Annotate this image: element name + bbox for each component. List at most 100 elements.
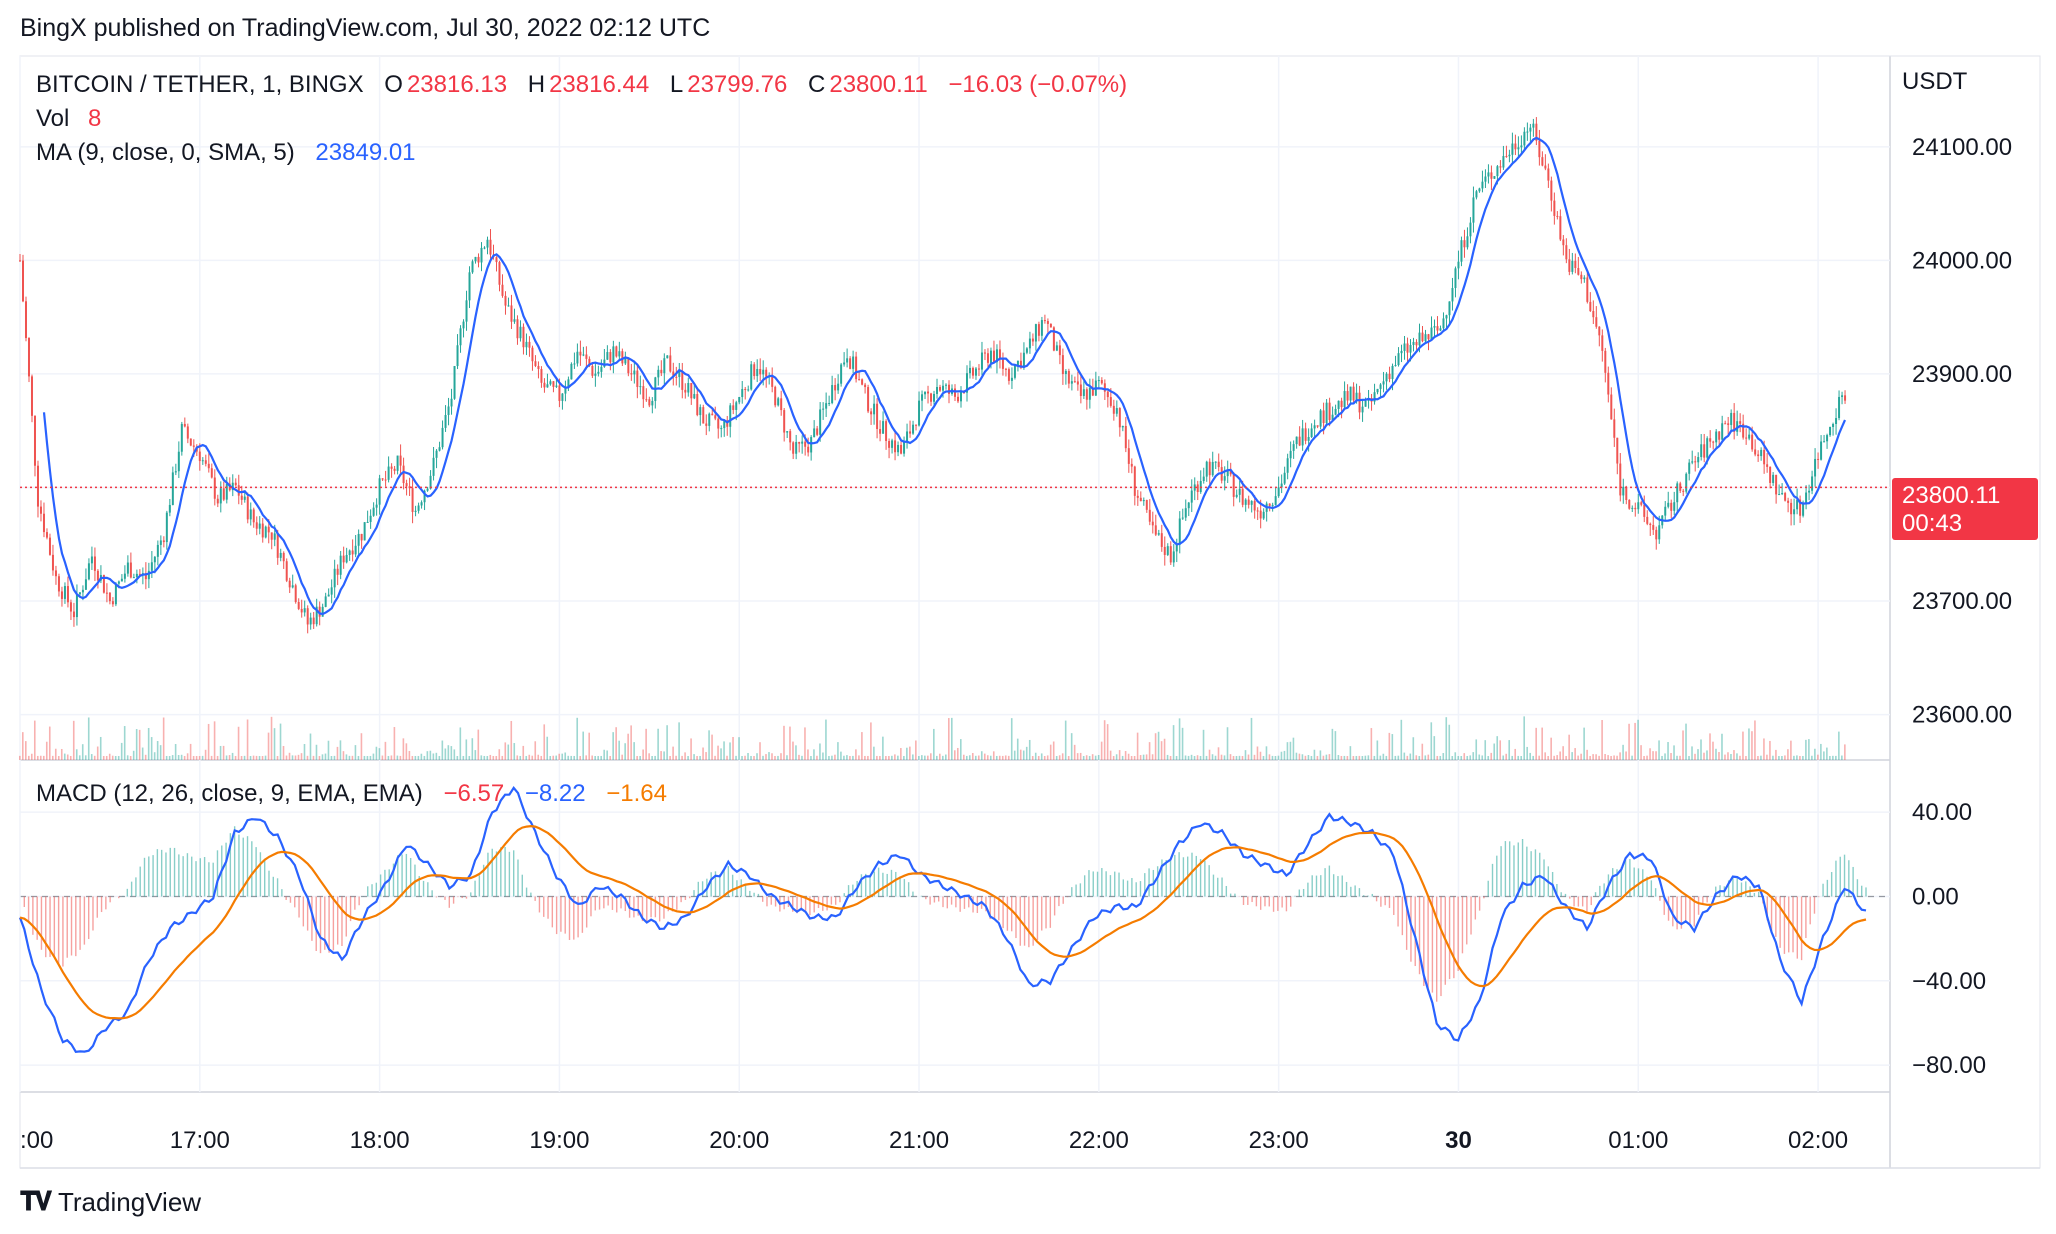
- volume-bar: [1316, 755, 1319, 760]
- candle-body: [612, 346, 615, 363]
- volume-bar: [1229, 754, 1232, 760]
- volume-bar: [1250, 717, 1253, 760]
- candle-body: [1760, 449, 1763, 457]
- volume-bar: [783, 725, 785, 760]
- volume-bar: [216, 755, 219, 760]
- candle-body: [1358, 392, 1361, 413]
- volume-bar: [858, 755, 860, 760]
- candle-body: [1289, 450, 1292, 459]
- time-axis[interactable]: :00 17:00 18:00 19:00 20:00 21:00 22:00 23:00 30…: [20, 1127, 1848, 1154]
- candle-body: [108, 592, 111, 602]
- candle-body: [438, 447, 441, 451]
- volume-bar: [1598, 755, 1600, 760]
- volume-bar: [1181, 727, 1184, 760]
- candle-body: [66, 586, 69, 603]
- volume-legend[interactable]: Vol 8: [36, 105, 105, 133]
- volume-bar: [741, 755, 743, 760]
- candle-body: [1238, 488, 1241, 495]
- volume-bar: [1175, 756, 1178, 760]
- candle-body: [986, 353, 989, 363]
- volume-bar: [1235, 756, 1238, 760]
- volume-bar: [1772, 755, 1774, 760]
- candle-body: [897, 444, 900, 453]
- volume-bar: [1415, 755, 1418, 760]
- candle-body: [1199, 480, 1202, 493]
- candle-body: [306, 608, 309, 625]
- volume-bar: [1043, 756, 1046, 760]
- volume-bar: [900, 748, 902, 760]
- candle-body: [48, 537, 51, 555]
- volume-bar: [621, 754, 623, 760]
- candle-body: [1625, 486, 1628, 500]
- candle-body: [213, 477, 216, 499]
- macd-legend[interactable]: MACD (12, 26, close, 9, EMA, EMA) −6.57 …: [36, 780, 671, 808]
- volume-bar: [1286, 742, 1289, 760]
- volume-bar: [980, 751, 983, 760]
- volume-bar: [114, 756, 117, 760]
- candle-body: [945, 384, 948, 386]
- candle-body: [1475, 191, 1478, 198]
- candle-body: [804, 441, 807, 447]
- candle-body: [375, 504, 378, 508]
- candle-body: [956, 396, 959, 402]
- volume-bar: [1139, 755, 1142, 760]
- volume-bar: [1727, 752, 1729, 760]
- candle-body: [974, 368, 977, 376]
- volume-bar: [351, 755, 354, 760]
- volume-bar: [1475, 739, 1478, 760]
- candle-body: [1790, 502, 1793, 515]
- candle-body: [777, 398, 780, 406]
- volume-bar: [600, 755, 602, 760]
- low-label: L: [669, 71, 684, 98]
- candle-body: [965, 373, 968, 393]
- volume-bar: [693, 754, 695, 760]
- volume-bar: [1031, 756, 1034, 760]
- candle-body: [483, 247, 486, 249]
- symbol-name[interactable]: BITCOIN / TETHER, 1, BINGX: [36, 71, 364, 98]
- volume-bar: [819, 743, 821, 760]
- candle-body: [51, 554, 54, 571]
- candle-body: [129, 562, 132, 578]
- volume-bar: [639, 755, 641, 760]
- volume-bars: [19, 716, 1846, 760]
- ma-line: [42, 136, 1847, 616]
- volume-bar: [19, 755, 21, 760]
- volume-bar: [1058, 755, 1061, 760]
- candle-body: [1331, 414, 1334, 420]
- volume-bar: [135, 729, 138, 760]
- candle-body: [717, 418, 720, 429]
- volume-bar: [675, 755, 677, 760]
- candle-body: [1658, 525, 1661, 540]
- volume-bar: [1751, 731, 1753, 760]
- ma-legend[interactable]: MA (9, close, 0, SMA, 5) 23849.01: [36, 139, 420, 167]
- volume-bar: [57, 755, 60, 760]
- volume-bar: [93, 755, 96, 760]
- volume-bar: [441, 740, 444, 760]
- volume-bar: [249, 755, 252, 760]
- candle-body: [72, 611, 75, 618]
- candle-body: [1064, 370, 1067, 375]
- candle-body: [273, 533, 276, 540]
- volume-bar: [1622, 744, 1624, 760]
- volume-bar: [1367, 755, 1370, 760]
- volume-bar: [1154, 733, 1157, 760]
- volume-bar: [87, 717, 90, 760]
- candle-body: [21, 260, 24, 302]
- candle-body: [939, 387, 942, 391]
- candle-body: [528, 341, 531, 348]
- volume-bar: [1028, 739, 1031, 760]
- volume-bar: [956, 747, 959, 760]
- candle-body: [435, 450, 438, 458]
- candle-body: [1559, 216, 1562, 240]
- volume-bar: [1586, 749, 1588, 760]
- volume-bar: [759, 742, 761, 760]
- macd-axis[interactable]: 40.00 0.00 −40.00 −80.00: [1912, 799, 1986, 1079]
- candle-body: [855, 356, 858, 380]
- volume-bar: [714, 755, 716, 760]
- candle-body: [1481, 181, 1484, 189]
- price-axis[interactable]: 24100.0024000.0023900.0023800.0023700.00…: [1912, 134, 2012, 729]
- tradingview-logo[interactable]: 𝐓𝐕 TradingView: [20, 1186, 201, 1218]
- candle-body: [1799, 499, 1802, 516]
- low-value: 23799.76: [687, 71, 788, 98]
